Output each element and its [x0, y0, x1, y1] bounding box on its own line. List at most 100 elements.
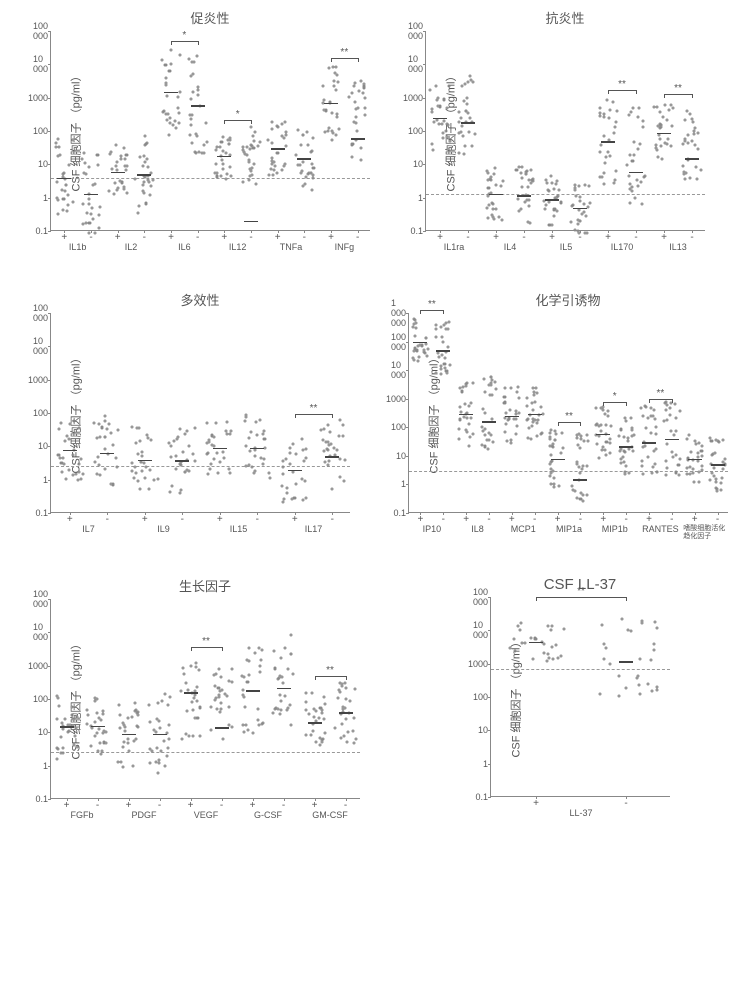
scatter-point	[246, 728, 249, 731]
scatter-point	[93, 421, 96, 424]
scatter-point	[642, 446, 645, 449]
scatter-point	[166, 94, 169, 97]
panel-title: 促炎性	[50, 8, 370, 27]
scatter-point	[254, 652, 257, 655]
median-line	[184, 692, 198, 694]
scatter-point	[126, 742, 129, 745]
scatter-point	[133, 466, 136, 469]
scatter-point	[629, 154, 632, 157]
scatter-point	[601, 175, 604, 178]
scatter-point	[284, 121, 287, 124]
scatter-point	[322, 717, 325, 720]
median-line	[111, 172, 125, 174]
scatter-point	[327, 463, 330, 466]
scatter-point	[363, 85, 366, 88]
scatter-point	[665, 401, 668, 404]
scatter-point	[527, 426, 530, 429]
scatter-point	[634, 196, 637, 199]
scatter-point	[609, 109, 612, 112]
scatter-point	[187, 469, 190, 472]
scatter-point	[486, 206, 489, 209]
scatter-point	[219, 175, 222, 178]
x-tick-sign: +	[64, 800, 70, 811]
scatter-point	[346, 741, 349, 744]
scatter-point	[604, 155, 607, 158]
scatter-point	[603, 162, 606, 165]
scatter-point	[283, 137, 286, 140]
scatter-point	[701, 454, 704, 457]
scatter-point	[518, 628, 521, 631]
scatter-point	[683, 171, 686, 174]
scatter-point	[669, 429, 672, 432]
scatter-point	[95, 698, 98, 701]
scatter-point	[176, 437, 179, 440]
scatter-point	[429, 88, 432, 91]
scatter-point	[470, 79, 473, 82]
scatter-point	[547, 189, 550, 192]
median-line	[63, 450, 77, 452]
scatter-point	[168, 133, 171, 136]
scatter-point	[608, 662, 611, 665]
scatter-point	[639, 143, 642, 146]
scatter-point	[465, 431, 468, 434]
x-group-label: IL15	[230, 524, 248, 534]
scatter-point	[219, 676, 222, 679]
scatter-point	[714, 452, 717, 455]
scatter-point	[360, 147, 363, 150]
scatter-point	[495, 183, 498, 186]
scatter-point	[573, 187, 576, 190]
scatter-point	[124, 726, 127, 729]
scatter-point	[672, 107, 675, 110]
scatter-point	[282, 501, 285, 504]
scatter-point	[532, 408, 535, 411]
scatter-point	[243, 731, 246, 734]
scatter-point	[554, 644, 557, 647]
scatter-point	[584, 215, 587, 218]
scatter-point	[81, 473, 84, 476]
scatter-point	[141, 189, 144, 192]
scatter-point	[346, 731, 349, 734]
scatter-point	[487, 217, 490, 220]
scatter-point	[228, 432, 231, 435]
scatter-point	[484, 412, 487, 415]
scatter-point	[190, 123, 193, 126]
scatter-point	[292, 471, 295, 474]
scatter-point	[553, 476, 556, 479]
scatter-point	[613, 182, 616, 185]
panel-pleiotropic: 多效性CSF 细胞因子 （pg/ml）0.1110100100010 00010…	[50, 290, 350, 513]
scatter-point	[193, 459, 196, 462]
scatter-point	[250, 126, 253, 129]
scatter-point	[550, 454, 553, 457]
scatter-point	[221, 136, 224, 139]
x-group-label: IP10	[423, 524, 442, 534]
scatter-point	[323, 696, 326, 699]
scatter-point	[138, 205, 141, 208]
scatter-point	[242, 693, 245, 696]
significance-bar	[420, 310, 443, 311]
scatter-point	[558, 484, 561, 487]
x-group-label: MIP1b	[602, 524, 628, 534]
scatter-point	[97, 750, 100, 753]
scatter-point	[465, 110, 468, 113]
scatter-point	[677, 464, 680, 467]
scatter-point	[141, 165, 144, 168]
scatter-point	[518, 209, 521, 212]
scatter-point	[271, 173, 274, 176]
scatter-point	[603, 134, 606, 137]
scatter-point	[608, 117, 611, 120]
scatter-point	[183, 673, 186, 676]
scatter-point	[59, 421, 62, 424]
scatter-point	[578, 471, 581, 474]
scatter-point	[504, 401, 507, 404]
chart-area: CSF 细胞因子 （pg/ml）0.1110100100010 000100 0…	[50, 313, 350, 513]
scatter-point	[215, 162, 218, 165]
scatter-point	[602, 182, 605, 185]
scatter-point	[244, 444, 247, 447]
median-line	[688, 459, 702, 461]
scatter-point	[137, 711, 140, 714]
scatter-point	[114, 457, 117, 460]
scatter-point	[291, 673, 294, 676]
x-group-label: IL7	[82, 524, 95, 534]
scatter-point	[116, 186, 119, 189]
scatter-point	[674, 416, 677, 419]
